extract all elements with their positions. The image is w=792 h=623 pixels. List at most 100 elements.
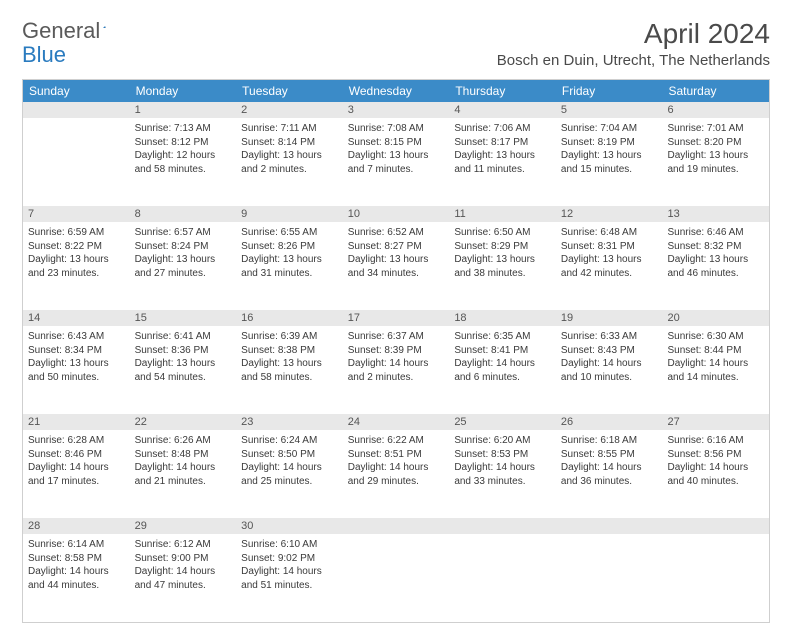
sunset-line: Sunset: 8:34 PM	[28, 344, 124, 358]
day-number: 17	[343, 310, 450, 326]
daylight-line: Daylight: 13 hours and 23 minutes.	[28, 253, 124, 280]
sunrise-line: Sunrise: 7:04 AM	[561, 122, 657, 136]
sunset-line: Sunset: 8:20 PM	[667, 136, 763, 150]
sunrise-line: Sunrise: 6:22 AM	[348, 434, 444, 448]
page-header: General April 2024 Bosch en Duin, Utrech…	[22, 18, 770, 69]
day-cell: Sunrise: 6:18 AMSunset: 8:55 PMDaylight:…	[556, 430, 663, 518]
daylight-line: Daylight: 13 hours and 58 minutes.	[241, 357, 337, 384]
day-cell: Sunrise: 6:50 AMSunset: 8:29 PMDaylight:…	[449, 222, 556, 310]
sunrise-line: Sunrise: 6:46 AM	[667, 226, 763, 240]
day-cell: Sunrise: 7:01 AMSunset: 8:20 PMDaylight:…	[662, 118, 769, 206]
day-header-monday: Monday	[130, 80, 237, 102]
daylight-line: Daylight: 14 hours and 2 minutes.	[348, 357, 444, 384]
weeks-container: 123456Sunrise: 7:13 AMSunset: 8:12 PMDay…	[23, 102, 769, 622]
day-number: 16	[236, 310, 343, 326]
sunrise-line: Sunrise: 6:59 AM	[28, 226, 124, 240]
day-cell: Sunrise: 6:55 AMSunset: 8:26 PMDaylight:…	[236, 222, 343, 310]
daylight-line: Daylight: 14 hours and 21 minutes.	[135, 461, 231, 488]
day-number: 21	[23, 414, 130, 430]
day-number: 5	[556, 102, 663, 118]
sunrise-line: Sunrise: 6:57 AM	[135, 226, 231, 240]
day-header-tuesday: Tuesday	[236, 80, 343, 102]
day-number	[556, 518, 663, 534]
daylight-line: Daylight: 13 hours and 42 minutes.	[561, 253, 657, 280]
sunset-line: Sunset: 8:48 PM	[135, 448, 231, 462]
daylight-line: Daylight: 13 hours and 27 minutes.	[135, 253, 231, 280]
daylight-line: Daylight: 13 hours and 34 minutes.	[348, 253, 444, 280]
day-number: 15	[130, 310, 237, 326]
day-number: 14	[23, 310, 130, 326]
sunset-line: Sunset: 8:53 PM	[454, 448, 550, 462]
day-cell: Sunrise: 6:59 AMSunset: 8:22 PMDaylight:…	[23, 222, 130, 310]
day-number: 27	[662, 414, 769, 430]
daylight-line: Daylight: 13 hours and 2 minutes.	[241, 149, 337, 176]
day-header-thursday: Thursday	[449, 80, 556, 102]
day-cell: Sunrise: 6:28 AMSunset: 8:46 PMDaylight:…	[23, 430, 130, 518]
day-number: 26	[556, 414, 663, 430]
daylight-line: Daylight: 14 hours and 51 minutes.	[241, 565, 337, 592]
daylight-line: Daylight: 13 hours and 46 minutes.	[667, 253, 763, 280]
day-cell: Sunrise: 7:08 AMSunset: 8:15 PMDaylight:…	[343, 118, 450, 206]
daylight-line: Daylight: 14 hours and 47 minutes.	[135, 565, 231, 592]
daylight-line: Daylight: 14 hours and 25 minutes.	[241, 461, 337, 488]
logo-triangle-icon	[103, 20, 106, 34]
sunrise-line: Sunrise: 6:10 AM	[241, 538, 337, 552]
day-number: 8	[130, 206, 237, 222]
day-content: Sunrise: 7:08 AMSunset: 8:15 PMDaylight:…	[348, 122, 444, 176]
daylight-line: Daylight: 13 hours and 11 minutes.	[454, 149, 550, 176]
day-number: 28	[23, 518, 130, 534]
day-number-row: 21222324252627	[23, 414, 769, 430]
sunrise-line: Sunrise: 6:35 AM	[454, 330, 550, 344]
day-number-row: 14151617181920	[23, 310, 769, 326]
day-number: 9	[236, 206, 343, 222]
sunrise-line: Sunrise: 6:24 AM	[241, 434, 337, 448]
day-cell: Sunrise: 6:26 AMSunset: 8:48 PMDaylight:…	[130, 430, 237, 518]
day-number: 22	[130, 414, 237, 430]
day-cell: Sunrise: 6:20 AMSunset: 8:53 PMDaylight:…	[449, 430, 556, 518]
day-content: Sunrise: 6:28 AMSunset: 8:46 PMDaylight:…	[28, 434, 124, 488]
day-content: Sunrise: 6:37 AMSunset: 8:39 PMDaylight:…	[348, 330, 444, 384]
sunset-line: Sunset: 8:12 PM	[135, 136, 231, 150]
sunset-line: Sunset: 8:27 PM	[348, 240, 444, 254]
daylight-line: Daylight: 14 hours and 40 minutes.	[667, 461, 763, 488]
day-content: Sunrise: 6:52 AMSunset: 8:27 PMDaylight:…	[348, 226, 444, 280]
day-content: Sunrise: 7:13 AMSunset: 8:12 PMDaylight:…	[135, 122, 231, 176]
sunset-line: Sunset: 8:36 PM	[135, 344, 231, 358]
sunrise-line: Sunrise: 7:06 AM	[454, 122, 550, 136]
sunrise-line: Sunrise: 6:52 AM	[348, 226, 444, 240]
day-cell: Sunrise: 6:46 AMSunset: 8:32 PMDaylight:…	[662, 222, 769, 310]
day-content: Sunrise: 6:22 AMSunset: 8:51 PMDaylight:…	[348, 434, 444, 488]
sunset-line: Sunset: 8:39 PM	[348, 344, 444, 358]
day-content: Sunrise: 6:12 AMSunset: 9:00 PMDaylight:…	[135, 538, 231, 592]
sunrise-line: Sunrise: 6:41 AM	[135, 330, 231, 344]
week-row: Sunrise: 7:13 AMSunset: 8:12 PM Daylight:…	[23, 118, 769, 206]
sunrise-line: Sunrise: 6:14 AM	[28, 538, 124, 552]
sunrise-line: Sunrise: 6:43 AM	[28, 330, 124, 344]
day-cell: Sunrise: 6:37 AMSunset: 8:39 PMDaylight:…	[343, 326, 450, 414]
sunset-line: Sunset: 8:15 PM	[348, 136, 444, 150]
day-number: 1	[130, 102, 237, 118]
day-number-row: 78910111213	[23, 206, 769, 222]
day-number: 29	[130, 518, 237, 534]
day-number: 12	[556, 206, 663, 222]
day-content: Sunrise: 6:10 AMSunset: 9:02 PMDaylight:…	[241, 538, 337, 592]
daylight-line: Daylight: 14 hours and 44 minutes.	[28, 565, 124, 592]
day-content: Sunrise: 6:43 AMSunset: 8:34 PMDaylight:…	[28, 330, 124, 384]
logo-word2-wrap: Blue	[22, 42, 66, 68]
location-text: Bosch en Duin, Utrecht, The Netherlands	[497, 52, 770, 69]
day-cell: Sunrise: 6:43 AMSunset: 8:34 PMDaylight:…	[23, 326, 130, 414]
day-number	[662, 518, 769, 534]
daylight-line: Daylight: 14 hours and 29 minutes.	[348, 461, 444, 488]
day-content: Sunrise: 6:59 AMSunset: 8:22 PMDaylight:…	[28, 226, 124, 280]
sunrise-line: Sunrise: 7:13 AM	[135, 122, 231, 136]
day-content: Sunrise: 6:39 AMSunset: 8:38 PMDaylight:…	[241, 330, 337, 384]
calendar-grid: SundayMondayTuesdayWednesdayThursdayFrid…	[22, 79, 770, 623]
sunset-line: Sunset: 8:22 PM	[28, 240, 124, 254]
day-number: 2	[236, 102, 343, 118]
daylight-line: Daylight: 13 hours and 54 minutes.	[135, 357, 231, 384]
day-cell: Sunrise: 6:10 AMSunset: 9:02 PMDaylight:…	[236, 534, 343, 622]
sunset-line: Sunset: 8:58 PM	[28, 552, 124, 566]
daylight-line: Daylight: 13 hours and 31 minutes.	[241, 253, 337, 280]
day-number: 23	[236, 414, 343, 430]
sunset-line: Sunset: 9:02 PM	[241, 552, 337, 566]
